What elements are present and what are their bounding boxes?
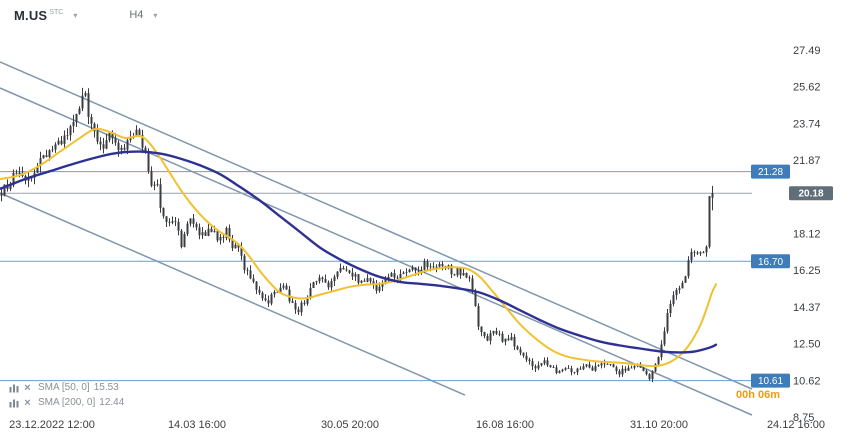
svg-text:23.12.2022 12:00: 23.12.2022 12:00 <box>9 419 95 431</box>
svg-text:21.28: 21.28 <box>758 167 783 178</box>
svg-text:10.62: 10.62 <box>793 375 821 387</box>
indicator-row-sma50: × SMA [50, 0] 15.53 <box>8 380 124 395</box>
svg-text:16.70: 16.70 <box>758 257 783 268</box>
chevron-down-icon: ▾ <box>153 11 158 20</box>
y-axis[interactable]: 27.49 25.62 23.74 21.87 18.12 16.25 14.37 12.50… <box>793 45 821 424</box>
x-axis[interactable]: 23.12.2022 12:00 14.03 16:00 30.05 20:00 16… <box>9 419 825 431</box>
symbol-suffix: STC <box>49 9 64 16</box>
svg-text:14.37: 14.37 <box>793 302 821 314</box>
indicator-remove-icon[interactable]: × <box>24 396 31 409</box>
svg-text:20.18: 20.18 <box>798 189 823 200</box>
svg-text:30.05 20:00: 30.05 20:00 <box>321 419 379 431</box>
svg-text:12.50: 12.50 <box>793 339 821 351</box>
symbol-label: M.US <box>14 8 48 23</box>
sma-50-line[interactable] <box>0 127 717 368</box>
indicator-settings-icon[interactable] <box>8 383 19 393</box>
indicator-row-sma200: × SMA [200, 0] 12.44 <box>8 395 124 410</box>
svg-text:25.62: 25.62 <box>793 82 821 94</box>
candle-countdown: 00h 06m <box>735 389 780 401</box>
sma-200-line[interactable] <box>0 150 718 354</box>
svg-text:24.12 16:00: 24.12 16:00 <box>767 419 825 431</box>
indicator-legend: × SMA [50, 0] 15.53 × SMA [200, 0] 12.44 <box>8 380 124 410</box>
indicator-value: 15.53 <box>93 382 119 393</box>
indicator-value: 12.44 <box>99 397 125 408</box>
timeframe-label: H4 <box>129 9 144 21</box>
svg-text:27.49: 27.49 <box>793 45 821 57</box>
svg-text:31.10 20:00: 31.10 20:00 <box>630 419 688 431</box>
svg-text:21.87: 21.87 <box>793 155 821 167</box>
svg-text:16.08 16:00: 16.08 16:00 <box>476 419 534 431</box>
chevron-down-icon: ▾ <box>73 11 78 20</box>
indicator-label: SMA [50, 0] <box>38 382 90 393</box>
trend-channel[interactable] <box>0 61 753 416</box>
indicator-settings-icon[interactable] <box>8 398 19 408</box>
price-level-badges: 21.28 16.70 10.61 <box>751 164 790 388</box>
svg-text:16.25: 16.25 <box>793 265 821 277</box>
svg-text:8.75: 8.75 <box>793 412 814 424</box>
svg-text:14.03 16:00: 14.03 16:00 <box>168 419 226 431</box>
instrument-selector[interactable]: M.US STC ▾ <box>14 8 77 23</box>
timeframe-selector[interactable]: H4 ▾ <box>129 8 157 21</box>
chart-toolbar: M.US STC ▾ H4 ▾ <box>14 8 157 23</box>
current-price-badge: 20.18 <box>789 186 833 201</box>
svg-text:18.12: 18.12 <box>793 229 821 241</box>
price-level-lines[interactable] <box>0 171 752 382</box>
indicator-label: SMA [200, 0] <box>38 397 96 408</box>
svg-text:10.61: 10.61 <box>758 376 783 387</box>
svg-text:23.74: 23.74 <box>793 118 821 130</box>
indicator-remove-icon[interactable]: × <box>24 381 31 394</box>
